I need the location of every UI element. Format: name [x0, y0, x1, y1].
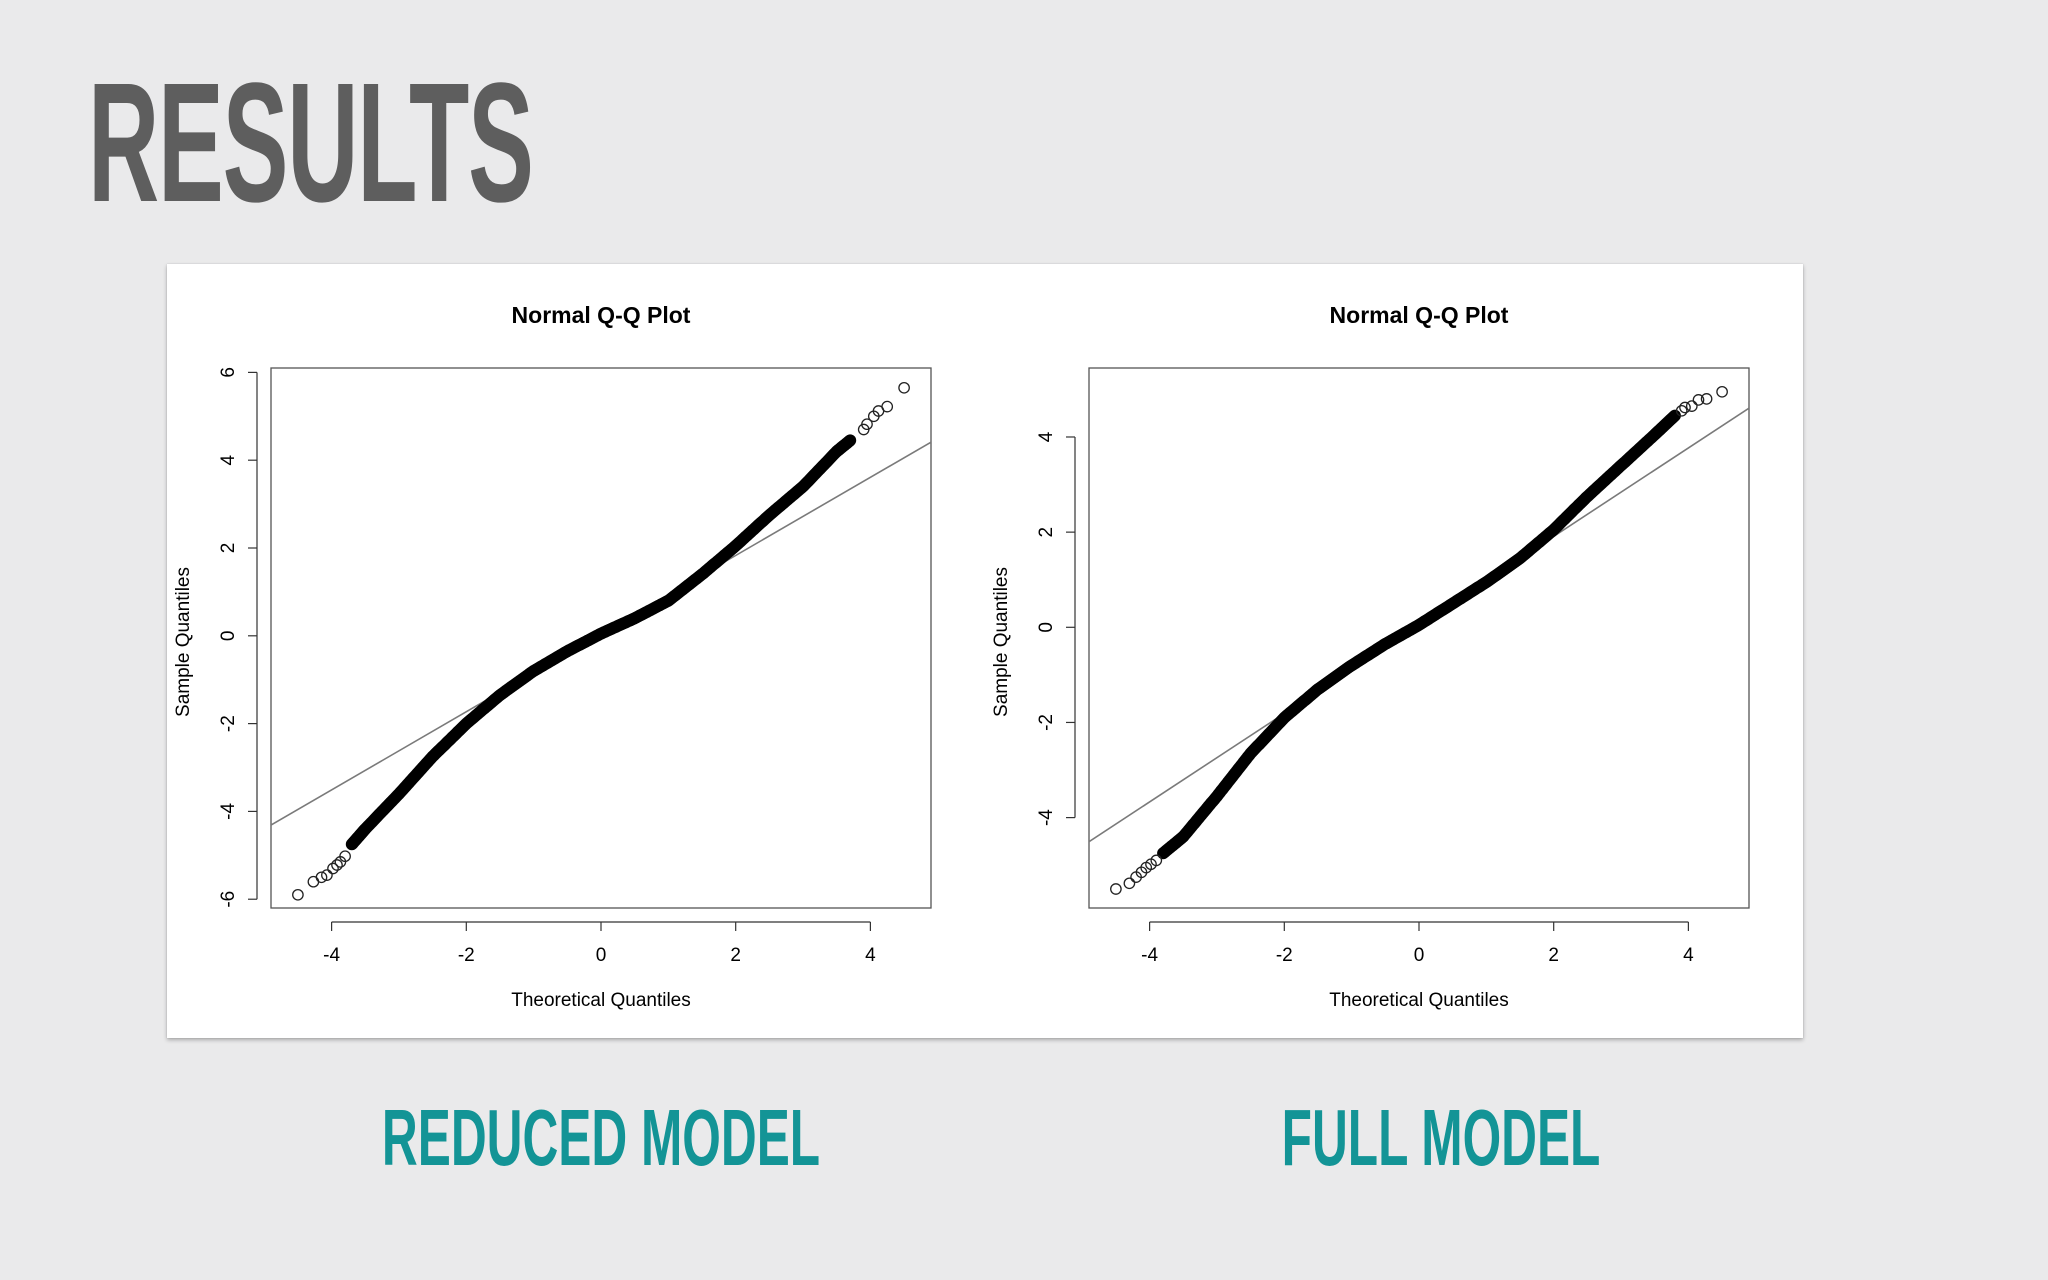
- tail-point: [898, 381, 910, 394]
- plot-content: [1089, 385, 1749, 895]
- y-axis-label: Sample Quantiles: [173, 567, 194, 717]
- tail-point: [1679, 401, 1691, 414]
- caption-reduced-model: REDUCED MODEL: [381, 1093, 821, 1182]
- data-point: [844, 434, 857, 447]
- y-tick-label: -6: [218, 891, 239, 908]
- x-axis-label: Theoretical Quantiles: [511, 990, 691, 1011]
- x-tick-label: -4: [1141, 945, 1158, 966]
- y-tick-label: 0: [218, 631, 239, 642]
- y-axis-label: Sample Quantiles: [991, 567, 1012, 717]
- tail-point: [1685, 400, 1698, 412]
- y-tick-label: -2: [218, 715, 239, 732]
- caption-full-model: FULL MODEL: [1281, 1093, 1601, 1182]
- tail-point: [861, 418, 873, 431]
- tail-point: [1700, 393, 1713, 405]
- y-tick-label: 4: [218, 454, 239, 465]
- x-tick-label: -2: [458, 945, 475, 966]
- tail-point: [339, 850, 351, 863]
- x-tick-label: 4: [1683, 945, 1694, 966]
- y-tick-label: 2: [218, 543, 239, 554]
- y-tick-label: 2: [1036, 527, 1057, 538]
- tail-point: [1150, 854, 1163, 867]
- x-axis-label: Theoretical Quantiles: [1329, 990, 1509, 1011]
- y-tick-label: -4: [218, 803, 239, 820]
- x-tick-label: 2: [730, 945, 741, 966]
- x-tick-label: -4: [323, 945, 340, 966]
- charts-panel: Normal Q-Q Plot -4 -2 0 2 4 Theoretical Quanti…: [167, 264, 1803, 1038]
- tail-point: [881, 400, 894, 413]
- x-tick-label: 4: [865, 945, 876, 966]
- y-tick-label: 4: [1036, 431, 1057, 442]
- x-tick-label: 0: [596, 945, 607, 966]
- qq-chart-1: Normal Q-Q Plot -4 -2 0 2 4 Theoretical Quanti…: [173, 302, 932, 1011]
- y-tick-label: -2: [1036, 714, 1057, 731]
- tail-point: [327, 862, 339, 875]
- tail-point: [307, 875, 320, 888]
- tail-point: [321, 869, 333, 881]
- plot-frame: [270, 367, 932, 909]
- x-tick-label: 2: [1548, 945, 1559, 966]
- tail-point: [315, 871, 328, 884]
- qq-chart-2: Normal Q-Q Plot -4 -2 0 2 4 Theoretical Quanti…: [991, 302, 1750, 1011]
- plot-content: [271, 381, 931, 901]
- y-tick-label: 0: [1036, 622, 1057, 633]
- x-tick-label: -2: [1276, 945, 1293, 966]
- qq-plots: Normal Q-Q Plot -4 -2 0 2 4 Theoretical Quanti…: [173, 302, 1750, 1011]
- tail-point: [1675, 404, 1688, 417]
- tail-point: [1110, 883, 1122, 895]
- plot-frame: [1088, 367, 1750, 909]
- chart-title: Normal Q-Q Plot: [512, 302, 691, 328]
- x-tick-label: 0: [1414, 945, 1425, 966]
- tail-point: [292, 888, 304, 901]
- tail-point: [331, 859, 343, 871]
- tail-point: [1716, 385, 1728, 398]
- y-tick-label: -4: [1036, 809, 1057, 826]
- y-tick-label: 6: [218, 367, 239, 378]
- tail-point: [1692, 394, 1705, 406]
- tail-point: [1123, 877, 1136, 890]
- slide-title: RESULTS: [88, 48, 534, 238]
- chart-title: Normal Q-Q Plot: [1330, 302, 1509, 328]
